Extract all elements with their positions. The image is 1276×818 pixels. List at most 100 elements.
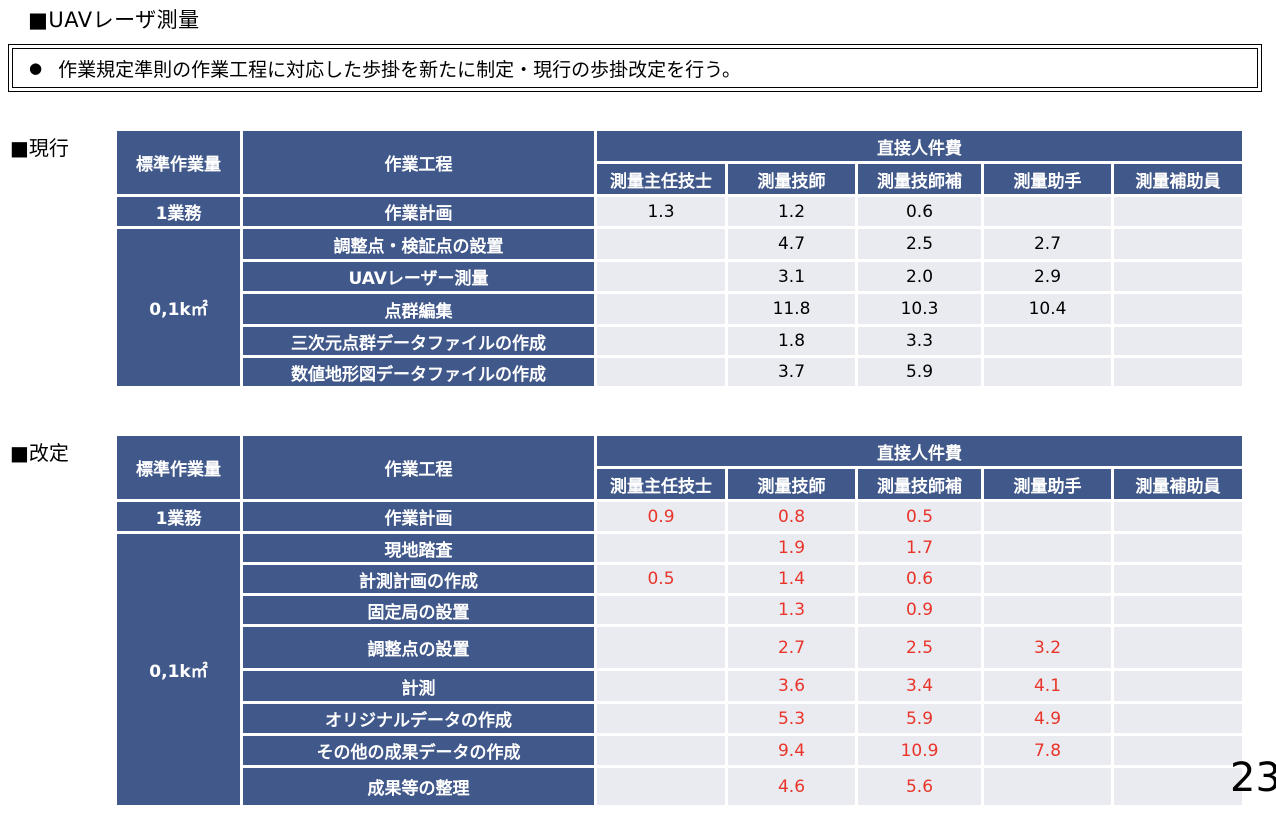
process-cell: その他の成果データの作成 — [240, 733, 597, 768]
value-cell: 2.0 — [855, 259, 984, 294]
table-row: 点群編集 11.8 10.3 10.4 — [116, 291, 1245, 327]
value-cell: 7.8 — [981, 733, 1114, 768]
value-cell: 4.1 — [981, 668, 1114, 704]
value-cell: 10.4 — [981, 291, 1114, 327]
sub-header-role-1: 測量技師 — [725, 161, 858, 197]
table-row: 固定局の設置 1.3 0.9 — [116, 593, 1245, 627]
sub-header-role-3: 測量助手 — [981, 466, 1114, 502]
process-cell: 三次元点群データファイルの作成 — [240, 324, 597, 358]
value-cell — [1111, 701, 1245, 736]
value-cell — [594, 701, 728, 736]
value-cell — [594, 668, 728, 704]
value-cell — [981, 194, 1114, 229]
value-cell: 1.3 — [725, 593, 858, 627]
sub-header-role-4: 測量補助員 — [1111, 466, 1245, 502]
value-cell — [981, 765, 1114, 808]
value-cell — [594, 259, 728, 294]
value-cell: 1.9 — [725, 531, 858, 565]
value-cell — [594, 624, 728, 671]
value-cell — [981, 562, 1114, 596]
value-cell — [594, 733, 728, 768]
section-label-current: ■現行 — [10, 136, 69, 160]
value-cell: 3.6 — [725, 668, 858, 704]
value-cell: 11.8 — [725, 291, 858, 327]
value-cell: 1.7 — [855, 531, 984, 565]
value-cell: 5.9 — [855, 701, 984, 736]
value-cell: 5.6 — [855, 765, 984, 808]
process-cell: 調整点の設置 — [240, 624, 597, 671]
process-cell: 固定局の設置 — [240, 593, 597, 627]
value-cell: 3.3 — [855, 324, 984, 358]
value-cell: 5.9 — [855, 355, 984, 389]
value-cell: 0.8 — [725, 499, 858, 534]
value-cell — [594, 324, 728, 358]
value-cell — [594, 355, 728, 389]
table-row: その他の成果データの作成 9.4 10.9 7.8 — [116, 733, 1245, 768]
bullet-icon: ● — [29, 59, 43, 77]
value-cell: 2.9 — [981, 259, 1114, 294]
value-cell — [1111, 499, 1245, 534]
value-cell — [981, 499, 1114, 534]
process-cell: 作業計画 — [240, 194, 597, 229]
table-row: 0,1k㎡ 調整点・検証点の設置 4.7 2.5 2.7 — [114, 226, 1245, 389]
value-cell — [1111, 733, 1245, 768]
value-cell — [594, 291, 728, 327]
table-row: 三次元点群データファイルの作成 1.8 3.3 — [116, 324, 1245, 358]
value-cell — [981, 531, 1114, 565]
value-cell — [1111, 531, 1245, 565]
sub-header-role-0: 測量主任技士 — [594, 161, 728, 197]
quantity-cell: 1業務 — [114, 194, 243, 229]
sub-header-role-4: 測量補助員 — [1111, 161, 1245, 197]
value-cell: 3.1 — [725, 259, 858, 294]
value-cell — [981, 324, 1114, 358]
process-cell: UAVレーザー測量 — [240, 259, 597, 294]
current-rates-table: 標準作業量 作業工程 直接人件費 測量主任技士 測量技師 測量技師補 測量助手 測量補助員 1業… — [114, 128, 1245, 389]
value-cell — [594, 226, 728, 262]
value-cell — [594, 765, 728, 808]
value-cell: 0.9 — [855, 593, 984, 627]
value-cell — [1111, 668, 1245, 704]
value-cell — [1111, 593, 1245, 627]
revised-rates-table: 標準作業量 作業工程 直接人件費 測量主任技士 測量技師 測量技師補 測量助手 測量補助員 1業… — [114, 433, 1245, 808]
value-cell: 9.4 — [725, 733, 858, 768]
page-title: ■UAVレーザ測量 — [28, 8, 200, 32]
value-cell: 4.7 — [725, 226, 858, 262]
value-cell: 1.2 — [725, 194, 858, 229]
value-cell: 5.3 — [725, 701, 858, 736]
value-cell: 10.3 — [855, 291, 984, 327]
value-cell: 10.9 — [855, 733, 984, 768]
summary-box: ● 作業規定準則の作業工程に対応した歩掛を新たに制定・現行の歩掛改定を行う。 — [8, 44, 1262, 92]
value-cell: 1.3 — [594, 194, 728, 229]
value-cell — [1111, 194, 1245, 229]
value-cell: 2.7 — [725, 624, 858, 671]
quantity-cell: 0,1k㎡ — [114, 531, 243, 808]
sub-header-role-0: 測量主任技士 — [594, 466, 728, 502]
table-row: 調整点の設置 2.7 2.5 3.2 — [116, 624, 1245, 671]
value-cell — [1111, 226, 1245, 262]
table-row: 0,1k㎡ 現地踏査 1.9 1.7 — [114, 531, 1245, 808]
col-header-standard-quantity: 標準作業量 — [114, 433, 243, 502]
group-header-direct-labor-cost: 直接人件費 — [594, 128, 1245, 164]
process-cell: オリジナルデータの作成 — [240, 701, 597, 736]
process-cell: 成果等の整理 — [240, 765, 597, 808]
group-header-direct-labor-cost: 直接人件費 — [594, 433, 1245, 469]
value-cell — [1111, 259, 1245, 294]
value-cell: 0.6 — [855, 194, 984, 229]
value-cell — [1111, 765, 1245, 808]
sub-header-role-1: 測量技師 — [725, 466, 858, 502]
value-cell: 2.5 — [855, 624, 984, 671]
value-cell: 0.9 — [594, 499, 728, 534]
summary-box-inner: ● 作業規定準則の作業工程に対応した歩掛を新たに制定・現行の歩掛改定を行う。 — [12, 48, 1258, 88]
value-cell: 0.5 — [855, 499, 984, 534]
table-row: UAVレーザー測量 3.1 2.0 2.9 — [116, 259, 1245, 294]
table-row: 数値地形図データファイルの作成 3.7 5.9 — [116, 355, 1245, 389]
value-cell: 0.6 — [855, 562, 984, 596]
process-cell: 現地踏査 — [240, 531, 597, 565]
table-row: 計測 3.6 3.4 4.1 — [116, 668, 1245, 704]
summary-text: 作業規定準則の作業工程に対応した歩掛を新たに制定・現行の歩掛改定を行う。 — [58, 58, 741, 81]
col-header-standard-quantity: 標準作業量 — [114, 128, 243, 197]
sub-header-role-2: 測量技師補 — [855, 466, 984, 502]
value-cell — [1111, 324, 1245, 358]
value-cell: 4.6 — [725, 765, 858, 808]
sub-header-role-2: 測量技師補 — [855, 161, 984, 197]
